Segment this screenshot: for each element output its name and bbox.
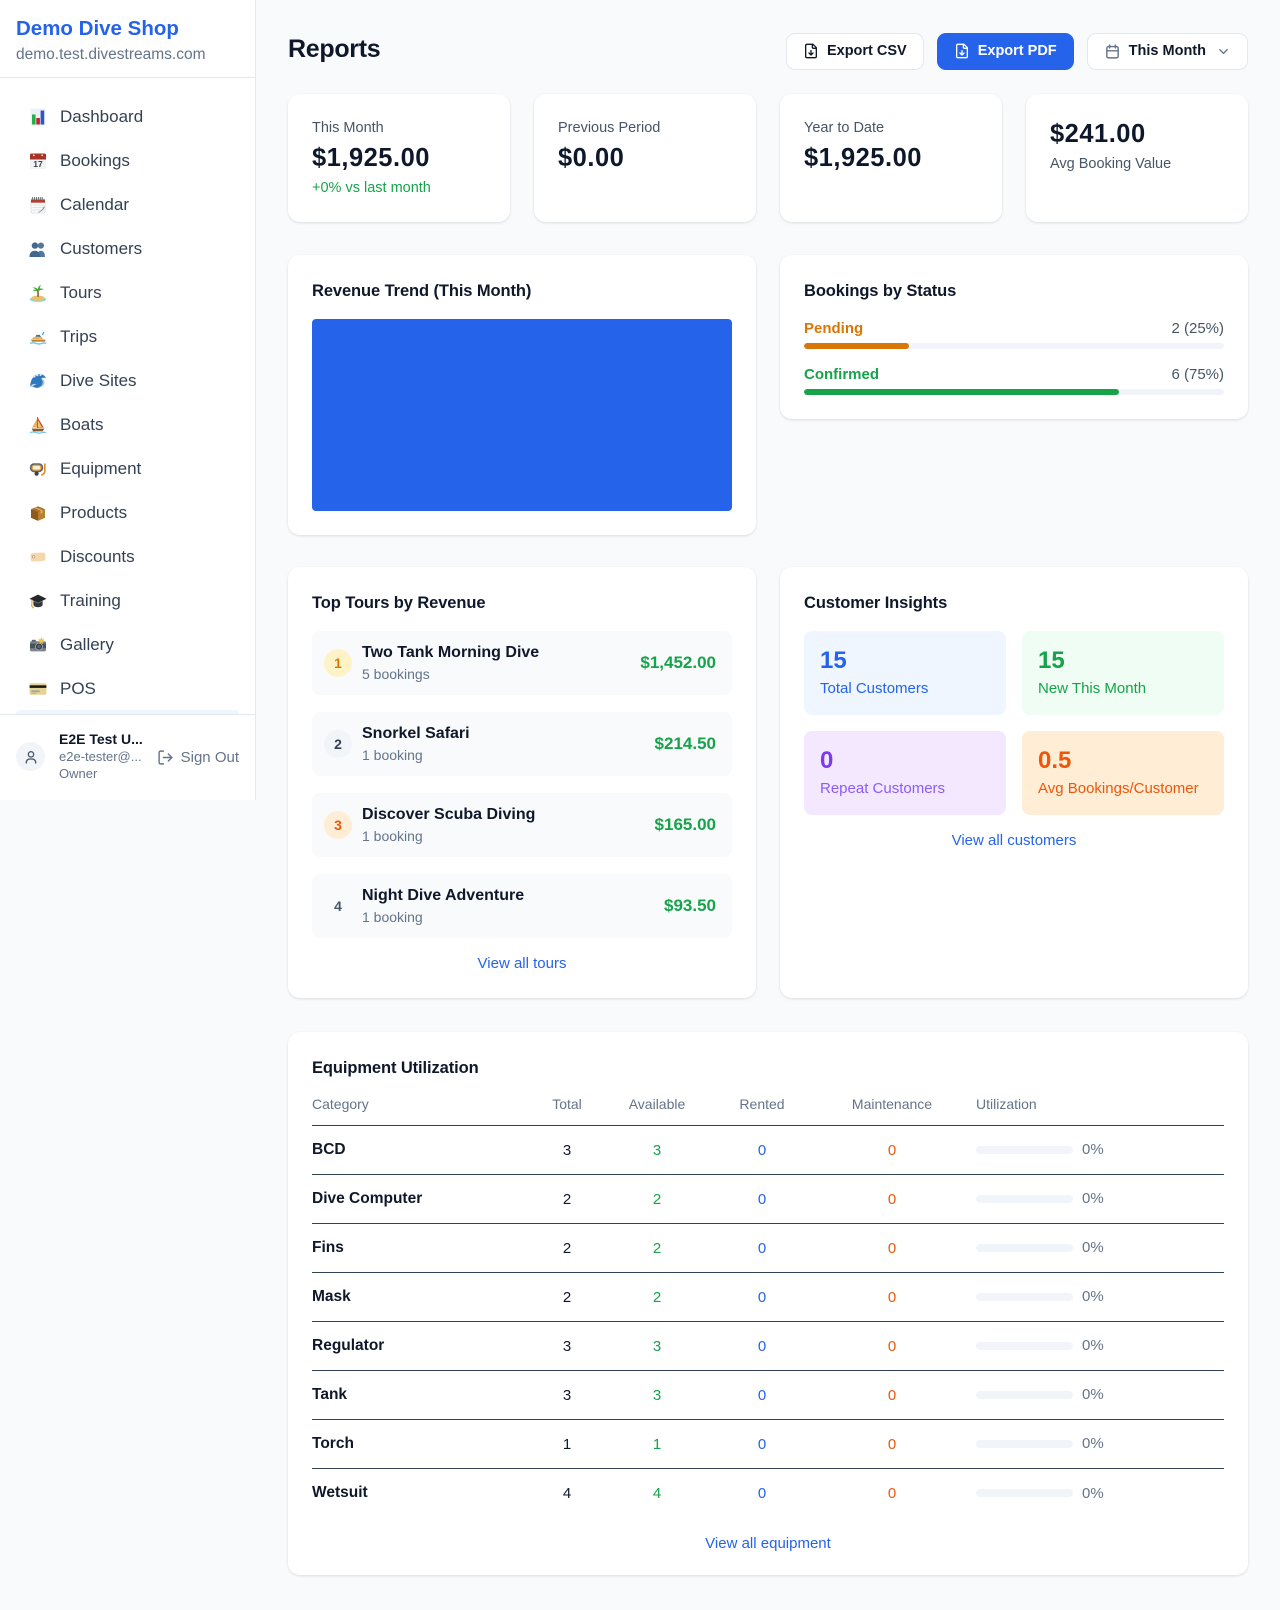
svg-text:17: 17 bbox=[33, 159, 43, 169]
